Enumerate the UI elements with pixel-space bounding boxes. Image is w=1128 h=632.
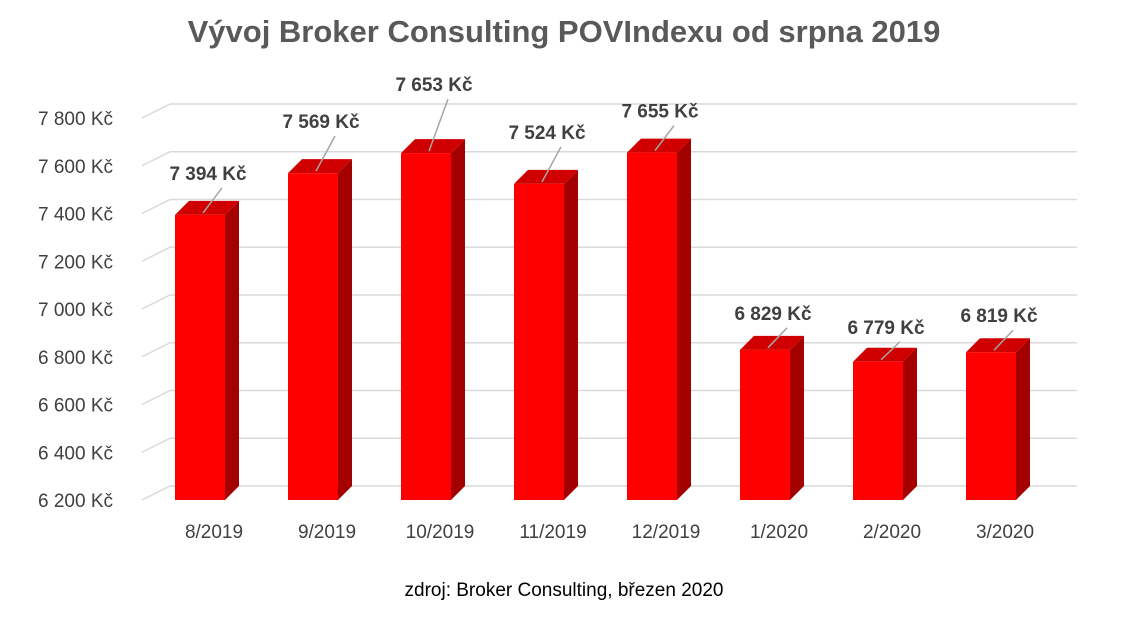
y-tick-label: 7 800 Kč (38, 109, 113, 130)
y-tick-label: 6 400 Kč (38, 443, 113, 464)
gridline (141, 103, 1077, 119)
bar-top (288, 159, 352, 174)
bars (175, 138, 1030, 500)
x-tick-label: 8/2019 (185, 522, 243, 543)
bar-side (564, 169, 578, 500)
bar-side (338, 159, 352, 500)
bar (401, 153, 451, 500)
x-tick-label: 9/2019 (298, 522, 356, 543)
data-label-leader (654, 125, 675, 152)
bar-side (225, 200, 239, 500)
chart-title: Vývoj Broker Consulting POVIndexu od srp… (187, 14, 941, 49)
data-label: 6 829 Kč (734, 304, 812, 325)
data-label-leader (767, 327, 788, 349)
bar-top (401, 139, 465, 154)
data-label-leader (993, 329, 1014, 351)
data-label: 6 779 Kč (847, 318, 925, 339)
source-note: zdroj: Broker Consulting, březen 2020 (404, 580, 724, 601)
x-tick-label: 10/2019 (406, 522, 475, 543)
x-tick-label: 12/2019 (632, 522, 701, 543)
bar (966, 352, 1016, 500)
y-tick-label: 6 800 Kč (38, 348, 113, 369)
gridline (141, 437, 1077, 453)
data-label: 7 655 Kč (621, 102, 699, 123)
gridlines (141, 103, 1077, 501)
y-tick-label: 7 000 Kč (38, 300, 113, 321)
bar-side (903, 347, 917, 500)
data-label-leader (541, 146, 562, 183)
bar-side (451, 139, 465, 500)
y-tick-label: 7 400 Kč (38, 205, 113, 226)
data-label: 7 524 Kč (508, 123, 586, 144)
y-axis-tick-labels: 6 200 Kč 6 400 Kč 6 600 Kč 6 800 Kč 7 000 Kč… (38, 109, 113, 512)
bar-side (1016, 338, 1030, 500)
data-label-leader (428, 98, 449, 152)
bar (514, 183, 564, 500)
data-labels: 7 394 Kč 7 569 Kč 7 653 Kč 7 524 Kč 7 655 Kč… (169, 75, 1038, 339)
x-tick-label: 3/2020 (976, 522, 1034, 543)
data-label: 7 569 Kč (282, 112, 360, 133)
x-tick-label: 1/2020 (750, 522, 808, 543)
gridline (141, 246, 1077, 262)
x-axis-tick-labels: 8/2019 9/2019 10/2019 11/2019 12/2019 1/2020 2… (185, 522, 1034, 543)
gridline (141, 198, 1077, 215)
bar (740, 349, 790, 500)
y-tick-label: 7 600 Kč (38, 157, 113, 178)
bar-side (677, 138, 691, 500)
y-tick-label: 6 200 Kč (38, 491, 113, 512)
bar (627, 152, 677, 500)
data-label: 7 394 Kč (169, 164, 247, 185)
data-label-leader (202, 187, 223, 214)
data-label-leaders (202, 98, 1014, 361)
data-label: 6 819 Kč (960, 306, 1038, 327)
gridline (141, 294, 1077, 310)
bar-side (790, 335, 804, 500)
y-tick-label: 7 200 Kč (38, 252, 113, 273)
bar (288, 173, 338, 500)
x-tick-label: 11/2019 (519, 522, 586, 543)
gridline (141, 485, 1077, 501)
data-label: 7 653 Kč (395, 75, 473, 96)
data-label-leader (315, 135, 336, 172)
bar (853, 361, 903, 500)
bar-top (514, 169, 578, 184)
gridline (141, 389, 1077, 406)
x-tick-label: 2/2020 (863, 522, 921, 543)
y-tick-label: 6 600 Kč (38, 396, 113, 417)
data-label-leader (880, 341, 901, 361)
gridline (141, 342, 1077, 358)
bar (175, 214, 225, 500)
bar-top (853, 347, 917, 362)
gridline (141, 151, 1077, 167)
